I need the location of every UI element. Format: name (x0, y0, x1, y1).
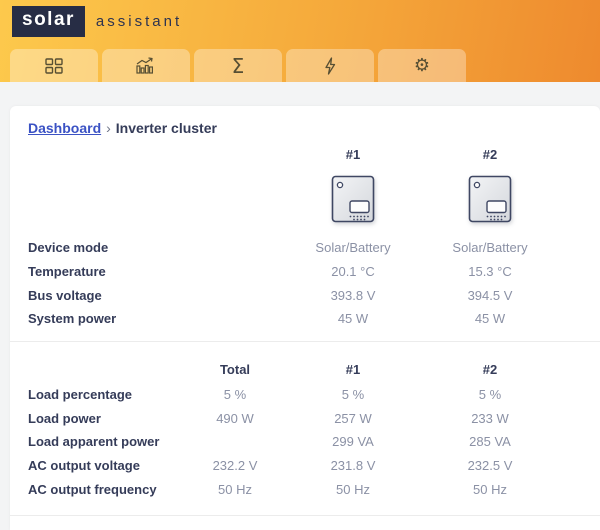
cell-value: 15.3 °C (468, 264, 512, 280)
load-table: Total #1 #2 Load percentage 5 % 5 % 5 % Load po… (28, 357, 580, 501)
cell-value: 231.8 V (330, 458, 376, 474)
table-row: Temperature 20.1 °C 15.3 °C (28, 260, 580, 284)
gear-icon: ⚙ (413, 54, 431, 76)
grid-icon (45, 57, 63, 74)
column-header: #1 (345, 362, 361, 378)
cell-value: 233 W (471, 410, 509, 426)
row-label: AC output voltage (28, 458, 140, 474)
cell-value: 299 VA (332, 434, 374, 450)
bolt-icon (323, 56, 338, 75)
table-row: Load percentage 5 % 5 % 5 % (28, 383, 580, 407)
cell-value: 5 % (223, 387, 247, 403)
cell-value: 232.2 V (212, 458, 258, 474)
nav-tab-bar: Σ ⚙ (10, 49, 466, 82)
bar-chart-icon (136, 57, 156, 74)
breadcrumb-separator: › (106, 120, 111, 136)
table-row: Load apparent power 299 VA 285 VA (28, 430, 580, 454)
cell-value: 257 W (334, 410, 372, 426)
row-label: Bus voltage (28, 287, 102, 303)
table-header-row: #1 #2 (28, 144, 580, 164)
logo-assistant: assistant (95, 12, 183, 30)
table-row: AC output voltage 232.2 V 231.8 V 232.5 V (28, 454, 580, 478)
tab-settings[interactable]: ⚙ (378, 49, 466, 82)
row-label: Load percentage (28, 387, 133, 403)
sigma-icon: Σ (231, 53, 245, 78)
row-label: Device mode (28, 240, 109, 256)
inverter-icon (331, 175, 375, 222)
tab-charts[interactable] (102, 49, 190, 82)
column-header: #2 (482, 146, 498, 162)
section-divider (10, 340, 600, 342)
inverter-icons-row (28, 164, 580, 236)
table-row: Device mode Solar/Battery Solar/Battery (28, 236, 580, 260)
tab-power[interactable] (286, 49, 374, 82)
row-label: Load power (28, 410, 101, 426)
cell-value: 393.8 V (330, 287, 376, 303)
table-row: System power 45 W 45 W (28, 307, 580, 331)
column-header: Total (219, 362, 251, 378)
tab-dashboard[interactable] (10, 49, 98, 82)
breadcrumb: Dashboard › Inverter cluster (28, 120, 580, 136)
cell-value: 285 VA (469, 434, 511, 450)
app-header: solar assistant (0, 0, 600, 82)
cell-value: 5 % (478, 387, 502, 403)
row-label: Load apparent power (28, 434, 160, 450)
column-header: #2 (482, 362, 498, 378)
inverter-cluster-card: Dashboard › Inverter cluster #1 #2 (10, 106, 600, 530)
tab-totals[interactable]: Σ (194, 49, 282, 82)
logo-solar: solar (7, 6, 85, 41)
cluster-table: #1 #2 (28, 144, 580, 331)
cell-value: 45 W (337, 311, 369, 327)
breadcrumb-current: Inverter cluster (115, 120, 217, 136)
row-label: System power (28, 311, 117, 327)
cell-value: 232.5 V (467, 458, 513, 474)
cell-value: 50 Hz (473, 481, 507, 497)
table-row: Bus voltage 393.8 V 394.5 V (28, 283, 580, 307)
row-label: AC output frequency (28, 481, 157, 497)
row-label: Temperature (28, 264, 106, 280)
inverter-icon (468, 175, 512, 222)
cell-value: 20.1 °C (331, 264, 375, 280)
table-header-row: Total #1 #2 (28, 357, 580, 383)
cell-value: Solar/Battery (315, 240, 391, 256)
cell-value: Solar/Battery (452, 240, 528, 256)
cell-value: 490 W (216, 410, 254, 426)
column-header: #1 (345, 146, 361, 162)
table-row: Load power 490 W 257 W 233 W (28, 406, 580, 430)
cell-value: 5 % (341, 387, 365, 403)
cell-value: 50 Hz (218, 481, 252, 497)
table-row: AC output frequency 50 Hz 50 Hz 50 Hz (28, 478, 580, 502)
logo: solar assistant (7, 6, 183, 41)
cell-value: 50 Hz (336, 481, 370, 497)
section-divider (10, 515, 600, 517)
dashboard-link[interactable]: Dashboard (28, 120, 102, 136)
cell-value: 45 W (474, 311, 506, 327)
cell-value: 394.5 V (467, 287, 513, 303)
